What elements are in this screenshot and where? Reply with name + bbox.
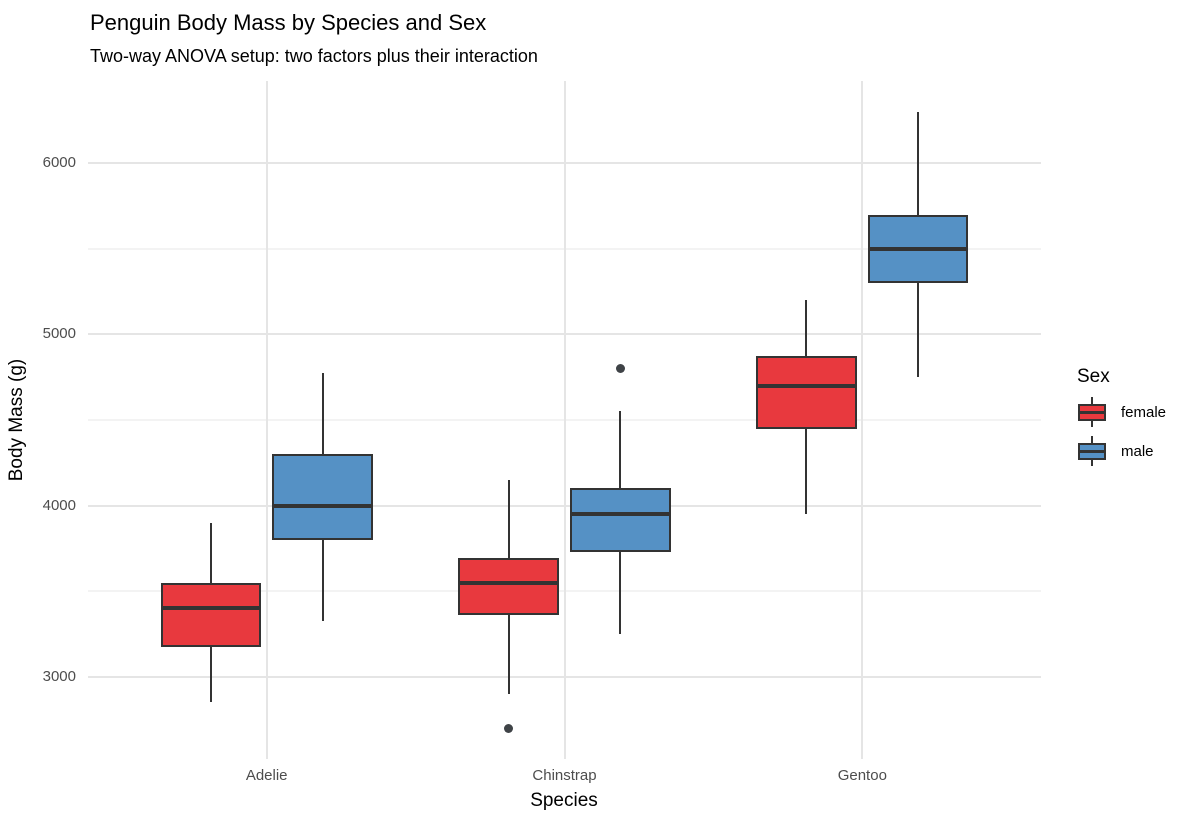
- gridline-major-v: [265, 81, 268, 759]
- whisker-upper-chinstrap-male: [619, 411, 622, 489]
- legend: Sex female male: [1077, 366, 1166, 466]
- whisker-upper-gentoo-female: [805, 300, 808, 356]
- legend-key-boxplot-icon: [1077, 436, 1107, 466]
- x-tick-label-adelie: Adelie: [245, 767, 288, 784]
- median-gentoo-male: [867, 246, 969, 251]
- whisker-upper-gentoo-male: [917, 111, 920, 215]
- whisker-upper-chinstrap-female: [507, 479, 510, 558]
- legend-key-median-line: [1080, 411, 1104, 414]
- x-tick-label-gentoo: Gentoo: [837, 767, 887, 784]
- whisker-lower-gentoo-female: [805, 428, 808, 515]
- outlier-point-chinstrap-female: [504, 723, 514, 733]
- legend-entries: female male: [1077, 397, 1166, 466]
- gridline-major-v: [861, 81, 864, 759]
- x-tick-label-chinstrap: Chinstrap: [532, 767, 597, 784]
- legend-label: male: [1121, 442, 1154, 460]
- median-adelie-male: [272, 503, 373, 508]
- whisker-lower-adelie-female: [209, 646, 212, 703]
- whisker-lower-gentoo-male: [917, 283, 920, 378]
- y-axis-title: Body Mass (g): [6, 358, 27, 482]
- box-chinstrap-male: [570, 488, 671, 552]
- box-chinstrap-female: [458, 557, 559, 615]
- whisker-lower-adelie-male: [321, 539, 324, 622]
- x-axis-title: Species: [530, 790, 598, 811]
- legend-item-female: female: [1077, 397, 1166, 427]
- median-chinstrap-male: [570, 512, 671, 517]
- outlier-point-chinstrap-male: [615, 364, 625, 374]
- box-adelie-female: [160, 582, 262, 647]
- median-gentoo-female: [756, 383, 857, 388]
- chart-subtitle: Two-way ANOVA setup: two factors plus th…: [90, 46, 538, 66]
- legend-item-male: male: [1077, 436, 1166, 466]
- y-tick-label: 5000: [42, 325, 76, 343]
- y-tick-label: 6000: [42, 154, 76, 172]
- y-tick-label: 3000: [42, 667, 76, 685]
- median-chinstrap-female: [458, 580, 559, 585]
- y-tick-label: 4000: [42, 496, 76, 514]
- legend-label: female: [1121, 403, 1167, 421]
- plot-panel: [88, 81, 1041, 759]
- box-adelie-male: [272, 454, 373, 540]
- whisker-upper-adelie-male: [321, 372, 324, 455]
- gridline-major-v: [563, 81, 566, 759]
- chart-title: Penguin Body Mass by Species and Sex: [90, 10, 487, 35]
- median-adelie-female: [160, 606, 262, 611]
- legend-key-boxplot-icon: [1077, 397, 1107, 427]
- legend-title: Sex: [1077, 366, 1110, 387]
- whisker-lower-chinstrap-male: [619, 551, 622, 634]
- whisker-lower-chinstrap-female: [507, 614, 510, 694]
- legend-key-median-line: [1080, 450, 1104, 453]
- box-gentoo-female: [756, 355, 857, 429]
- whisker-upper-adelie-female: [209, 522, 212, 583]
